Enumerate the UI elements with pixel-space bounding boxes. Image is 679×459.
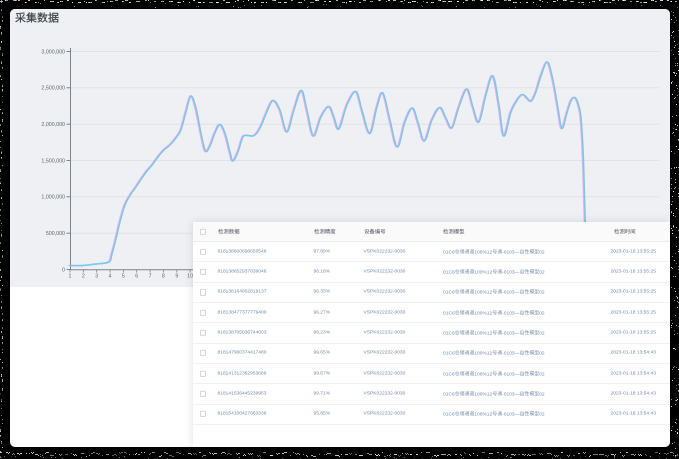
svg-text:01C6: 01C6 [443, 269, 455, 275]
svg-text:-0103—: -0103— [502, 391, 520, 397]
svg-text:01C6: 01C6 [443, 310, 455, 316]
svg-text:100%12: 100%12 [474, 330, 492, 336]
svg-text:-0103—: -0103— [502, 330, 520, 336]
svg-text:02: 02 [539, 310, 545, 316]
svg-text:01C6: 01C6 [443, 249, 455, 255]
svg-text:4: 4 [109, 274, 112, 280]
svg-text:2,000,000: 2,000,000 [41, 122, 65, 128]
svg-text:3,000,000: 3,000,000 [41, 49, 65, 55]
svg-text:02: 02 [539, 351, 545, 357]
svg-text:3: 3 [95, 274, 98, 280]
svg-text:10: 10 [187, 274, 193, 280]
svg-text:0: 0 [62, 267, 65, 273]
svg-text:02: 02 [539, 269, 545, 275]
svg-text:1,000,000: 1,000,000 [41, 195, 65, 201]
svg-text:100%12: 100%12 [474, 412, 492, 418]
svg-text:100%12: 100%12 [474, 391, 492, 397]
svg-text:01C6: 01C6 [443, 391, 455, 397]
svg-text:-0103—: -0103— [502, 269, 520, 275]
svg-text:100%12: 100%12 [474, 249, 492, 255]
svg-text:-0103—: -0103— [502, 351, 520, 357]
svg-text:100%12: 100%12 [474, 269, 492, 275]
svg-text:02: 02 [539, 290, 545, 296]
svg-text:9: 9 [175, 274, 178, 280]
svg-text:8: 8 [162, 274, 165, 280]
svg-text:2: 2 [82, 274, 85, 280]
svg-text:02: 02 [539, 391, 545, 397]
svg-text:1: 1 [69, 274, 72, 280]
svg-text:5: 5 [122, 274, 125, 280]
svg-text:02: 02 [539, 330, 545, 336]
svg-text:01C6: 01C6 [443, 351, 455, 357]
svg-text:-0103—: -0103— [502, 412, 520, 418]
svg-text:02: 02 [539, 249, 545, 255]
svg-text:01C6: 01C6 [443, 371, 455, 377]
svg-text:500,000: 500,000 [46, 231, 65, 237]
svg-text:-0103—: -0103— [502, 290, 520, 296]
svg-text:100%12: 100%12 [474, 371, 492, 377]
svg-text:7: 7 [149, 274, 152, 280]
svg-text:01C6: 01C6 [443, 290, 455, 296]
svg-text:100%12: 100%12 [474, 310, 492, 316]
svg-text:100%12: 100%12 [474, 290, 492, 296]
svg-text:-0103—: -0103— [502, 371, 520, 377]
svg-text:1,500,000: 1,500,000 [41, 158, 65, 164]
svg-text:-0103—: -0103— [502, 249, 520, 255]
svg-text:-0103—: -0103— [502, 310, 520, 316]
svg-text:2,500,000: 2,500,000 [41, 86, 65, 92]
svg-text:02: 02 [539, 371, 545, 377]
svg-text:01C6: 01C6 [443, 330, 455, 336]
svg-text:6: 6 [135, 274, 138, 280]
svg-text:01C6: 01C6 [443, 412, 455, 418]
svg-text:02: 02 [539, 412, 545, 418]
svg-text:100%12: 100%12 [474, 351, 492, 357]
